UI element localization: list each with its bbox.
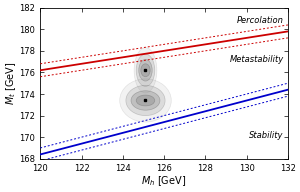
Ellipse shape: [139, 60, 152, 81]
Ellipse shape: [120, 79, 171, 122]
Ellipse shape: [141, 64, 150, 77]
X-axis label: $M_h$ [GeV]: $M_h$ [GeV]: [142, 174, 187, 188]
Text: Metastability: Metastability: [230, 55, 284, 64]
Ellipse shape: [131, 91, 160, 110]
Y-axis label: $M_t$ [GeV]: $M_t$ [GeV]: [4, 61, 18, 105]
Ellipse shape: [136, 54, 155, 86]
Text: Percolation: Percolation: [237, 16, 284, 25]
Ellipse shape: [136, 95, 155, 106]
Ellipse shape: [134, 48, 157, 93]
Text: Stability: Stability: [249, 131, 284, 140]
Ellipse shape: [126, 85, 165, 116]
